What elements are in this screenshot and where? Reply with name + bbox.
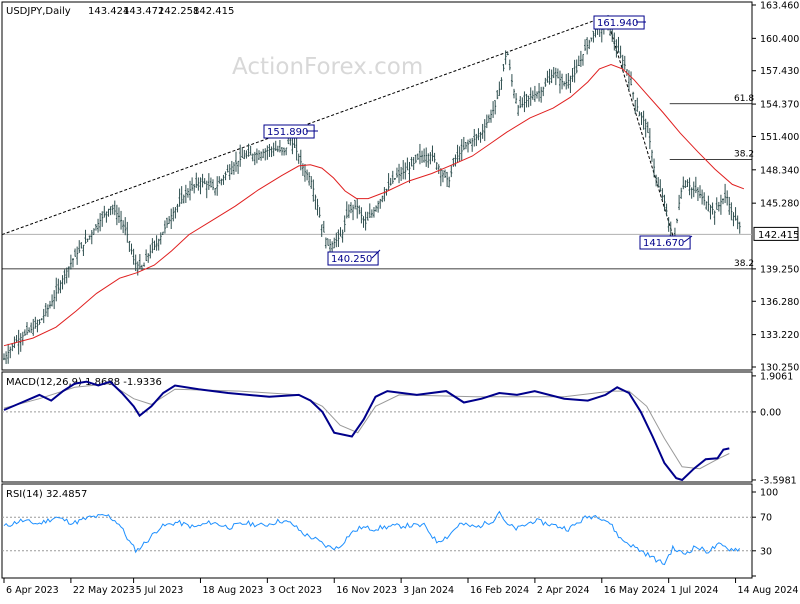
- price-tick-label: 151.400: [760, 132, 799, 143]
- macd-layer: [2, 380, 752, 482]
- macd-signal-line: [3, 383, 730, 470]
- header-open: 143.424: [88, 6, 129, 17]
- price-tick-label: 133.220: [760, 330, 799, 341]
- price-tick-label: 145.280: [760, 199, 799, 210]
- time-tick-label: 16 May 2024: [604, 585, 666, 596]
- current-price-tag: [753, 226, 799, 241]
- header-close: 142.415: [193, 6, 234, 17]
- time-tick-label: 1 Jul 2024: [671, 585, 719, 596]
- macd-tick-label: 0.00: [760, 407, 781, 418]
- rsi-tick-label: 100: [760, 488, 778, 499]
- time-tick-label: 3 Oct 2023: [269, 585, 322, 596]
- rsi-label: RSI(14) 32.4857: [6, 489, 87, 500]
- label-140250: 140.250: [331, 254, 372, 265]
- watermark: ActionForex.com: [232, 54, 423, 80]
- time-axis: 6 Apr 2023 22 May 2023 5 Jul 2023 18 Aug 20…: [3, 578, 799, 596]
- price-tick-label: 142.415: [758, 230, 799, 241]
- time-tick-label: 22 May 2023: [73, 585, 135, 596]
- label-151890: 151.890: [267, 127, 308, 138]
- price-tick-label: 130.250: [760, 363, 799, 374]
- time-tick-label: 16 Nov 2023: [336, 585, 397, 596]
- header-high: 143.472: [123, 6, 164, 17]
- price-tick-label: 160.400: [760, 34, 799, 45]
- fib-618-label: 61.8: [734, 94, 754, 104]
- rsi-line: [3, 510, 741, 566]
- rsi-panel-frame: [1, 483, 753, 579]
- time-tick-label: 18 Aug 2023: [202, 585, 263, 596]
- moving-average-line: [3, 63, 745, 347]
- decline-line-dotted: [607, 21, 676, 242]
- fib-382-lower-label: 38.2: [734, 259, 754, 269]
- price-axis: 163.460 160.400 157.430 154.370 151.400 148.3…: [752, 1, 799, 374]
- price-tick-label: 136.280: [760, 297, 799, 308]
- annotation-layer: 161.940 151.890 140.250 141.670 61.8 38.2 38.2: [263, 15, 754, 269]
- price-tick-label: 148.340: [760, 165, 799, 176]
- header-low: 142.258: [158, 6, 199, 17]
- price-tick-label: 163.460: [760, 1, 799, 12]
- macd-tick-label: 1.9061: [760, 371, 793, 382]
- time-tick-label: 3 Jan 2024: [403, 585, 454, 596]
- price-tick-label: 139.250: [760, 264, 799, 275]
- price-panel-frame: [1, 1, 753, 371]
- time-tick-label: 14 Aug 2024: [738, 585, 799, 596]
- macd-panel-frame: [1, 371, 753, 483]
- label-140250-box: [327, 251, 379, 266]
- price-tick-label: 154.370: [760, 100, 799, 111]
- time-tick-label: 16 Feb 2024: [470, 585, 529, 596]
- label-140250-connector: [371, 249, 381, 259]
- rsi-tick-label: 70: [760, 513, 772, 524]
- rsi-tick-label: 30: [760, 546, 772, 557]
- label-141670-connector: [683, 235, 693, 243]
- macd-tick-label: -3.5981: [760, 475, 797, 486]
- rsi-axis: 100 70 30: [752, 488, 778, 577]
- fib-382-upper-label: 38.2: [734, 149, 754, 159]
- label-141670-box: [639, 235, 691, 250]
- header-symbol: USDJPY,Daily: [6, 6, 71, 17]
- label-141670: 141.670: [643, 238, 684, 249]
- rsi-layer: [2, 510, 752, 566]
- price-tick-label: 157.430: [760, 66, 799, 77]
- time-tick-label: 6 Apr 2023: [6, 585, 59, 596]
- time-tick-label: 2 Apr 2024: [537, 585, 590, 596]
- macd-axis: 1.9061 0.00 -3.5981: [752, 371, 797, 486]
- time-tick-label: 5 Jul 2023: [136, 585, 184, 596]
- macd-line: [3, 380, 730, 482]
- label-high-161940: 161.940: [597, 18, 638, 29]
